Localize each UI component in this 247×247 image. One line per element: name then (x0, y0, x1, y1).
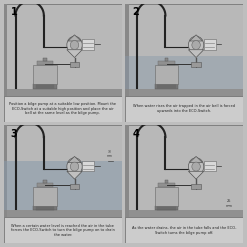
Bar (191, 184, 201, 188)
Polygon shape (188, 50, 204, 58)
Text: When a certain water level is reached the air in the tube
forces the ECO-Switch : When a certain water level is reached th… (11, 224, 115, 237)
Bar (125, 210, 243, 217)
Bar (37, 61, 53, 65)
Bar (125, 56, 243, 89)
Bar (4, 217, 122, 243)
Polygon shape (67, 171, 82, 179)
Bar (70, 184, 79, 188)
Bar (4, 96, 122, 122)
Bar (155, 206, 178, 210)
Bar (125, 217, 243, 243)
Polygon shape (190, 156, 203, 163)
Polygon shape (188, 171, 204, 179)
Bar (165, 180, 168, 183)
Ellipse shape (70, 162, 79, 171)
Bar (125, 96, 243, 122)
Text: 4: 4 (132, 129, 139, 139)
Bar (155, 84, 178, 89)
Bar (204, 39, 216, 50)
Text: 33
mm: 33 mm (107, 150, 113, 158)
Polygon shape (67, 50, 82, 58)
Bar (125, 89, 243, 96)
Bar (82, 39, 94, 50)
Bar (4, 89, 122, 96)
Bar (33, 206, 57, 210)
Bar (204, 161, 216, 171)
Text: Position a bilge pump at a suitable low position. Mount the
ECO-Switch at a suit: Position a bilge pump at a suitable low … (9, 102, 116, 115)
Text: 2: 2 (132, 7, 139, 17)
Bar (33, 84, 57, 89)
Bar (125, 4, 243, 96)
Bar (37, 183, 53, 187)
Bar (43, 58, 47, 61)
Bar (4, 125, 122, 217)
Bar (125, 125, 243, 217)
Bar (155, 65, 178, 84)
Text: 3: 3 (11, 129, 18, 139)
Ellipse shape (70, 41, 79, 49)
Bar (33, 65, 57, 84)
Bar (158, 183, 175, 187)
Bar (165, 58, 168, 61)
Text: 25
mm: 25 mm (226, 199, 233, 208)
Bar (125, 125, 129, 217)
Bar (70, 62, 79, 67)
Ellipse shape (188, 36, 204, 54)
Bar (4, 125, 7, 217)
Ellipse shape (188, 158, 204, 175)
Bar (43, 180, 47, 183)
Text: When water rises the air trapped in the air bell is forced
upwards into the ECO-: When water rises the air trapped in the … (133, 104, 235, 113)
Ellipse shape (67, 158, 82, 175)
Bar (155, 187, 178, 206)
Bar (4, 210, 122, 217)
Polygon shape (190, 35, 203, 41)
Ellipse shape (192, 41, 200, 49)
Text: As the water drains, the air in the tube falls and the ECO-
Switch turns the bil: As the water drains, the air in the tube… (132, 226, 236, 235)
Bar (4, 4, 7, 96)
Polygon shape (68, 156, 81, 163)
Bar (191, 62, 201, 67)
Bar (82, 161, 94, 171)
Bar (4, 4, 122, 96)
Ellipse shape (192, 162, 200, 171)
Bar (4, 161, 122, 210)
Polygon shape (68, 35, 81, 41)
Ellipse shape (67, 36, 82, 54)
Bar (158, 61, 175, 65)
Text: 1: 1 (11, 7, 18, 17)
Bar (33, 187, 57, 206)
Bar (125, 4, 129, 96)
